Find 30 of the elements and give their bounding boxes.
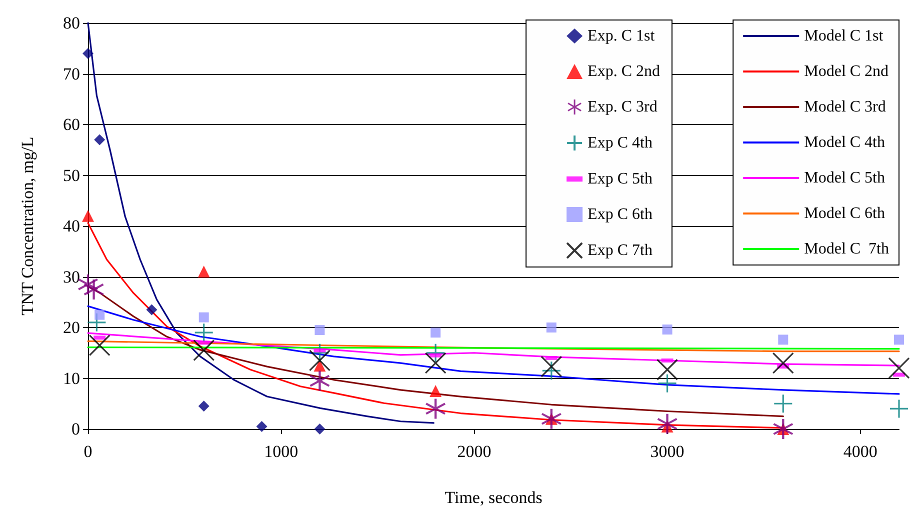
legend-label: Exp C 6th [588, 206, 652, 223]
x-axis-title: Time, seconds [444, 488, 542, 507]
legend-label: Model C 3rd [804, 98, 886, 116]
y-tick-label: 0 [72, 420, 80, 438]
legend-label: Model C 2nd [804, 63, 889, 80]
legend-label: Exp. C 1st [588, 28, 656, 44]
y-tick-label: 30 [63, 267, 80, 286]
y-tick-label: 60 [63, 115, 80, 134]
y-tick-label: 50 [63, 166, 80, 185]
y-tick-label: 20 [63, 318, 80, 337]
legend-label: Exp C 7th [588, 242, 652, 259]
x-tick-label: 2000 [457, 442, 492, 461]
legend-label: Model C 1st [804, 28, 884, 44]
legend-label: Exp C 5th [588, 170, 652, 188]
legend-label: Model C 7th [804, 240, 889, 258]
legend-label: Exp. C 2nd [588, 63, 660, 80]
legend-label: Model C 6th [804, 205, 885, 222]
y-axis-title: TNT Concentration, mg/L [18, 136, 37, 316]
x-tick-label: 0 [84, 442, 92, 461]
x-tick-label: 1000 [264, 442, 298, 461]
legend-label: Exp C 4th [588, 134, 652, 152]
legend-label: Model C 4th [804, 134, 885, 151]
x-tick-label: 3000 [650, 442, 684, 461]
y-tick-label: 10 [63, 368, 80, 388]
y-tick-label: 80 [63, 14, 80, 32]
legend-label: Model C 5th [804, 170, 885, 186]
y-tick-label: 70 [63, 64, 80, 84]
x-tick-label: 4000 [843, 442, 878, 461]
y-tick-label: 40 [63, 216, 80, 236]
legend-label: Exp. C 3rd [588, 98, 658, 116]
